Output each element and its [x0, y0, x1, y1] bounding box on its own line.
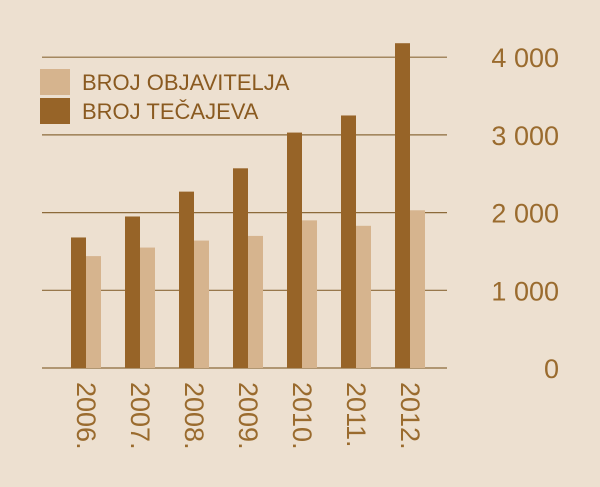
y-tick-label: 3 000	[491, 121, 559, 151]
bar	[194, 240, 209, 368]
bar	[302, 220, 317, 368]
bar	[248, 235, 263, 368]
bar	[356, 225, 371, 368]
bar	[125, 216, 140, 368]
bar	[341, 115, 356, 368]
x-tick-label: 2011.	[341, 382, 371, 448]
y-tick-label: 1 000	[491, 276, 559, 306]
x-tick-label: 2007.	[125, 382, 155, 450]
legend-label-broj-tecajeva: BROJ TEČAJEVA	[82, 99, 259, 124]
x-tick-label: 2012.	[395, 382, 425, 450]
bar	[287, 132, 302, 368]
legend-swatch-broj-objavitelja	[40, 69, 70, 95]
x-tick-label: 2010.	[287, 382, 317, 450]
bar	[71, 237, 86, 368]
x-tick-label: 2008.	[179, 382, 209, 450]
bar	[179, 191, 194, 368]
y-axis-ticks: 0 1 000 2 000 3 000 4 000	[491, 43, 559, 384]
y-tick-label: 0	[544, 354, 559, 384]
bar	[395, 43, 410, 369]
bars	[71, 43, 425, 369]
y-tick-label: 4 000	[491, 43, 559, 73]
x-tick-label: 2006.	[71, 382, 101, 450]
bar	[140, 247, 155, 368]
bar	[233, 168, 248, 368]
bar	[86, 256, 101, 368]
legend-swatch-broj-tecajeva	[40, 98, 70, 124]
y-tick-label: 2 000	[491, 199, 559, 229]
legend-label-broj-objavitelja: BROJ OBJAVITELJA	[82, 70, 290, 95]
x-tick-label: 2009.	[233, 382, 263, 450]
bar	[410, 210, 425, 368]
legend: BROJ OBJAVITELJA BROJ TEČAJEVA	[40, 69, 290, 124]
x-axis-labels: 2006. 2007. 2008. 2009. 2010. 2011. 2012.	[71, 382, 425, 450]
